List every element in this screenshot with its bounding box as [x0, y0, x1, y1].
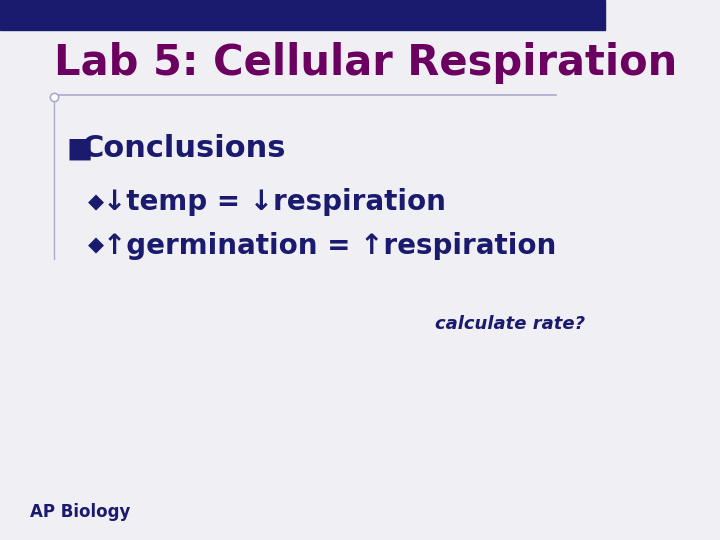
Bar: [0, 0, 605, 30]
Text: ◆: ◆: [88, 235, 104, 256]
Text: ↓temp = ↓respiration: ↓temp = ↓respiration: [103, 188, 446, 217]
Text: Conclusions: Conclusions: [81, 134, 286, 163]
Text: ↑germination = ↑respiration: ↑germination = ↑respiration: [103, 232, 556, 260]
Text: AP Biology: AP Biology: [30, 503, 130, 521]
Text: ◆: ◆: [88, 192, 104, 213]
Text: calculate rate?: calculate rate?: [436, 315, 585, 333]
Text: ■: ■: [66, 134, 93, 163]
Text: Lab 5: Cellular Respiration: Lab 5: Cellular Respiration: [55, 42, 678, 84]
